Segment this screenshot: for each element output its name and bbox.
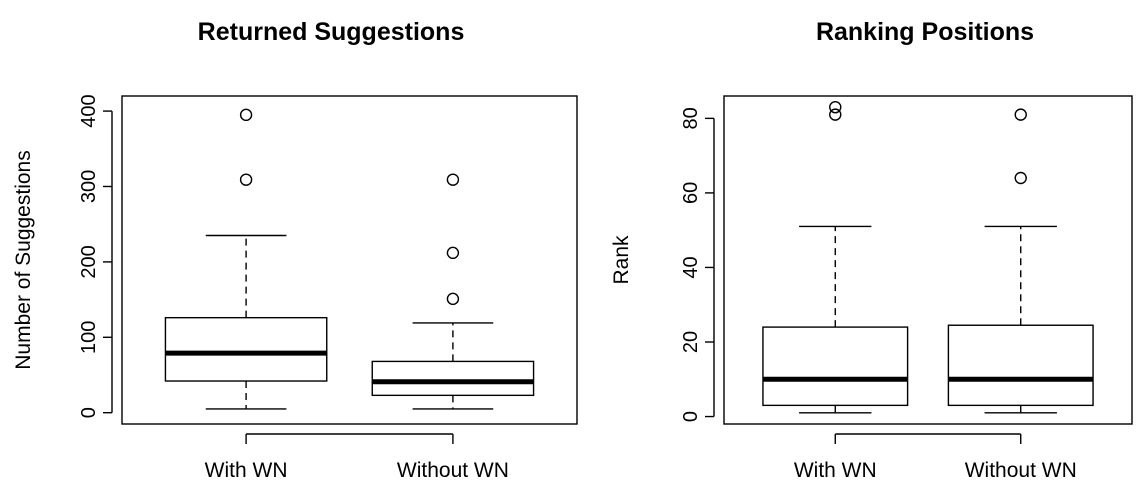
y-axis-label: Rank <box>610 235 633 285</box>
outlier-point <box>1014 171 1027 185</box>
chart-panel-2: Ranking Positions 0 20 40 60 80 Rank With WN Wit… <box>610 18 1133 482</box>
box-2: Without WN <box>371 173 535 482</box>
outlier-point <box>1014 108 1027 121</box>
x-tick-label: Without WN <box>397 459 509 482</box>
chart-panel-1: Returned Suggestions 0 100 200 300 400 Number … <box>12 18 578 482</box>
y-tick-label: 80 <box>680 107 702 129</box>
box-2: Without WN <box>947 108 1094 482</box>
outlier-point <box>829 100 842 114</box>
plot-frame <box>121 95 578 425</box>
y-tick-label: 200 <box>78 245 100 278</box>
chart-title: Returned Suggestions <box>198 18 465 46</box>
outlier-point <box>829 108 842 121</box>
outlier-point <box>446 246 460 260</box>
y-tick-label: 0 <box>680 411 702 422</box>
plot-frame <box>723 95 1133 425</box>
chart-title: Ranking Positions <box>816 18 1034 46</box>
x-tick-label: With WN <box>794 459 877 482</box>
outlier-point <box>239 173 253 186</box>
box-1: With WN <box>762 100 909 482</box>
outlier-point <box>239 108 253 122</box>
outlier-point <box>446 292 460 306</box>
outlier-point <box>446 173 460 186</box>
y-tick-label: 60 <box>680 182 702 204</box>
y-tick-label: 400 <box>78 94 100 127</box>
x-tick-label: With WN <box>205 459 288 482</box>
y-tick-label: 20 <box>680 331 702 353</box>
iqr-box <box>762 326 909 407</box>
y-tick-label: 300 <box>78 170 100 203</box>
iqr-box <box>164 316 328 382</box>
y-axis-label: Number of Suggestions <box>12 150 35 369</box>
y-tick-label: 100 <box>78 321 100 354</box>
y-tick-label: 40 <box>680 256 702 278</box>
iqr-box <box>947 324 1094 407</box>
box-1: With WN <box>164 108 328 482</box>
iqr-box <box>371 360 535 397</box>
y-tick-label: 0 <box>78 407 100 418</box>
x-tick-label: Without WN <box>965 459 1077 482</box>
